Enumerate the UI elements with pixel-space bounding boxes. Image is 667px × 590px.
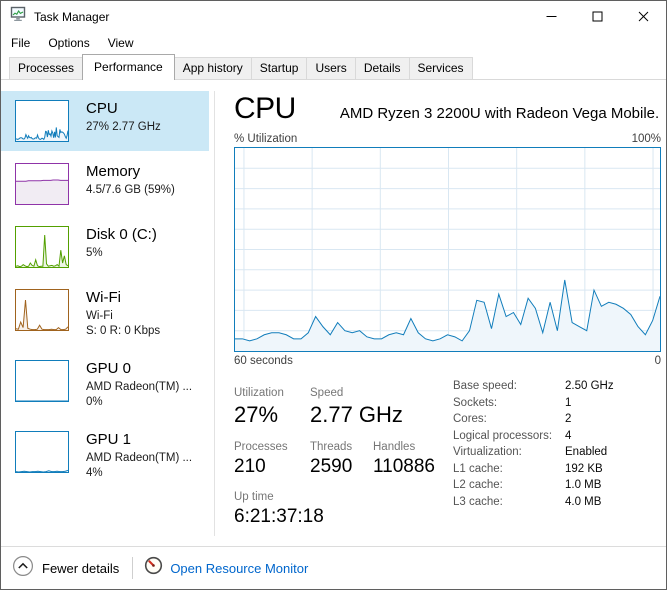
l1-cache-value: 192 KB (565, 462, 603, 475)
cores-value: 2 (565, 413, 572, 425)
sockets-value: 1 (565, 396, 572, 409)
menu-bar: File Options View (1, 32, 666, 54)
sidebar-item-wifi[interactable]: Wi-Fi Wi-Fi S: 0 R: 0 Kbps (1, 280, 209, 348)
sidebar-cpu-stats: 27% 2.77 GHz (86, 121, 161, 133)
chart-y-max-label: 100% (631, 133, 661, 145)
window-title: Task Manager (34, 9, 110, 24)
cpu-detail-panel: CPU AMD Ryzen 3 2200U with Radeon Vega M… (215, 80, 666, 546)
sidebar-gpu0-name: AMD Radeon(TM) ... (86, 381, 193, 393)
resource-monitor-link-label: Open Resource Monitor (170, 560, 309, 576)
cores-label: Cores: (453, 413, 487, 425)
performance-sidebar: CPU 27% 2.77 GHz Memory 4.5/7.6 GB (59%)… (1, 80, 209, 546)
tab-strip: Processes Performance App history Startu… (1, 54, 666, 80)
sidebar-wifi-stats: S: 0 R: 0 Kbps (86, 325, 161, 337)
menu-options[interactable]: Options (48, 36, 90, 50)
cpu-utilization-chart (234, 147, 661, 352)
virtualization-label: Virtualization: (453, 446, 522, 458)
processes-label: Processes (234, 441, 288, 453)
tab-app-history[interactable]: App history (173, 57, 252, 79)
task-manager-app-icon (10, 6, 26, 27)
sidebar-item-disk0[interactable]: Disk 0 (C:) 5% (1, 217, 209, 277)
l3-cache-value: 4.0 MB (565, 495, 602, 508)
utilization-value: 27% (234, 402, 279, 427)
tab-details[interactable]: Details (354, 57, 410, 79)
sidebar-disk-title: Disk 0 (C:) (86, 226, 157, 243)
chevron-up-circle-icon (12, 555, 34, 582)
tab-startup[interactable]: Startup (250, 57, 308, 79)
tab-performance[interactable]: Performance (82, 54, 175, 80)
virtualization-value: Enabled (565, 446, 608, 458)
handles-value: 110886 (373, 456, 435, 477)
cpu-hardware-details: Base speed: 2.50 GHz Sockets: 1 Cores: 2… (453, 378, 614, 528)
cpu-model-name: AMD Ryzen 3 2200U with Radeon Vega Mobil… (339, 105, 659, 122)
close-button[interactable] (620, 1, 666, 32)
sidebar-gpu1-title: GPU 1 (86, 431, 132, 448)
uptime-value: 6:21:37:18 (234, 506, 324, 527)
window-controls (528, 1, 666, 32)
wifi-mini-chart (15, 289, 69, 331)
logical-processors-label: Logical processors: (453, 429, 553, 442)
cpu-panel-title: CPU (234, 92, 296, 125)
sidebar-divider (214, 91, 215, 536)
open-resource-monitor-link[interactable]: Open Resource Monitor (144, 556, 308, 580)
sidebar-gpu0-stats: 0% (86, 396, 103, 408)
threads-value: 2590 (310, 456, 353, 477)
resource-monitor-gauge-icon (144, 556, 163, 580)
utilization-label: Utilization (234, 387, 284, 399)
tab-users[interactable]: Users (306, 57, 356, 79)
sidebar-gpu1-stats: 4% (86, 467, 103, 479)
tab-processes[interactable]: Processes (9, 57, 84, 79)
chart-x-left-label: 60 seconds (234, 355, 293, 367)
sidebar-item-memory[interactable]: Memory 4.5/7.6 GB (59%) (1, 154, 209, 214)
menu-view[interactable]: View (107, 36, 134, 50)
sidebar-disk-stats: 5% (86, 247, 103, 259)
sidebar-wifi-title: Wi-Fi (86, 289, 121, 306)
performance-tab-content: CPU 27% 2.77 GHz Memory 4.5/7.6 GB (59%)… (1, 80, 666, 546)
status-bar: Fewer details Open Resource Monitor (1, 546, 666, 589)
memory-mini-chart (15, 163, 69, 205)
tab-services[interactable]: Services (408, 57, 473, 79)
maximize-button[interactable] (574, 1, 620, 32)
cpu-stats-block: Utilization Speed 27% 2.77 GHz Processes… (234, 378, 659, 528)
disk-mini-chart (15, 226, 69, 268)
cpu-mini-chart (15, 100, 69, 142)
sidebar-memory-stats: 4.5/7.6 GB (59%) (86, 184, 175, 196)
speed-label: Speed (310, 387, 344, 399)
handles-label: Handles (373, 441, 416, 453)
processes-value: 210 (234, 456, 266, 477)
base-speed-value: 2.50 GHz (565, 380, 614, 392)
fewer-details-label: Fewer details (42, 560, 120, 576)
sidebar-item-cpu[interactable]: CPU 27% 2.77 GHz (1, 91, 209, 151)
base-speed-label: Base speed: (453, 380, 517, 392)
sidebar-gpu0-title: GPU 0 (86, 360, 132, 377)
sidebar-item-gpu0[interactable]: GPU 0 AMD Radeon(TM) ... 0% (1, 351, 209, 419)
threads-label: Threads (310, 441, 353, 453)
sidebar-gpu1-name: AMD Radeon(TM) ... (86, 452, 193, 464)
logical-processors-value: 4 (565, 429, 572, 442)
gpu1-mini-chart (15, 431, 69, 473)
title-bar: Task Manager (1, 1, 666, 32)
speed-value: 2.77 GHz (310, 402, 403, 427)
sidebar-item-gpu1[interactable]: GPU 1 AMD Radeon(TM) ... 4% (1, 422, 209, 490)
sidebar-memory-title: Memory (86, 163, 141, 180)
uptime-label: Up time (234, 491, 274, 503)
l2-cache-value: 1.0 MB (565, 479, 602, 491)
sidebar-cpu-title: CPU (86, 100, 118, 117)
sidebar-wifi-name: Wi-Fi (86, 310, 113, 322)
footer-separator (132, 557, 134, 579)
gpu0-mini-chart (15, 360, 69, 402)
menu-file[interactable]: File (11, 36, 31, 50)
l3-cache-label: L3 cache: (453, 495, 503, 508)
minimize-button[interactable] (528, 1, 574, 32)
chart-y-axis-label: % Utilization (234, 133, 298, 145)
l2-cache-label: L2 cache: (453, 479, 503, 491)
sockets-label: Sockets: (453, 396, 498, 409)
chart-x-right-label: 0 (654, 355, 661, 367)
fewer-details-button[interactable]: Fewer details (12, 555, 119, 582)
l1-cache-label: L1 cache: (453, 462, 503, 475)
